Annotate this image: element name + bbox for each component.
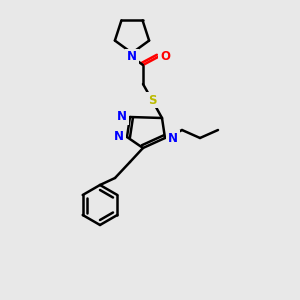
Text: S: S xyxy=(148,94,156,106)
Text: N: N xyxy=(117,110,127,124)
Text: N: N xyxy=(168,131,178,145)
Text: N: N xyxy=(114,130,124,143)
Text: O: O xyxy=(160,50,170,64)
Text: N: N xyxy=(127,50,137,64)
